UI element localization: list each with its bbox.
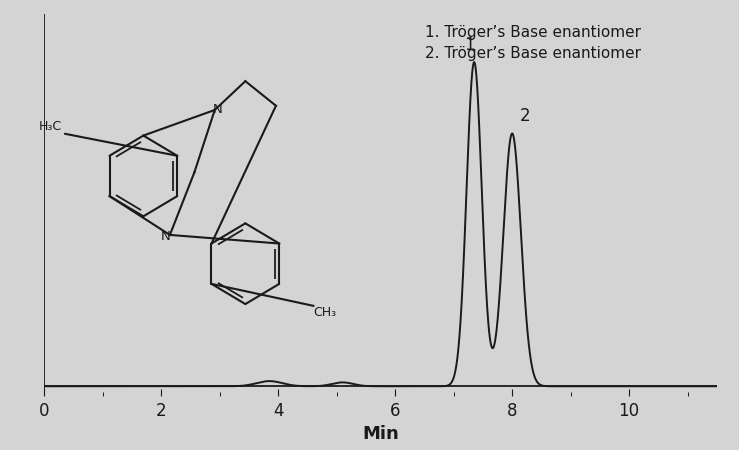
X-axis label: Min: Min [362, 425, 399, 443]
Text: CH₃: CH₃ [313, 306, 337, 320]
Text: 2: 2 [520, 108, 531, 126]
Text: N: N [161, 230, 171, 243]
Text: N: N [213, 104, 222, 117]
Text: 1: 1 [464, 36, 474, 54]
Text: H₃C: H₃C [38, 120, 61, 133]
Text: 1. Tröger’s Base enantiomer
2. Tröger’s Base enantiomer: 1. Tröger’s Base enantiomer 2. Tröger’s … [425, 25, 641, 61]
